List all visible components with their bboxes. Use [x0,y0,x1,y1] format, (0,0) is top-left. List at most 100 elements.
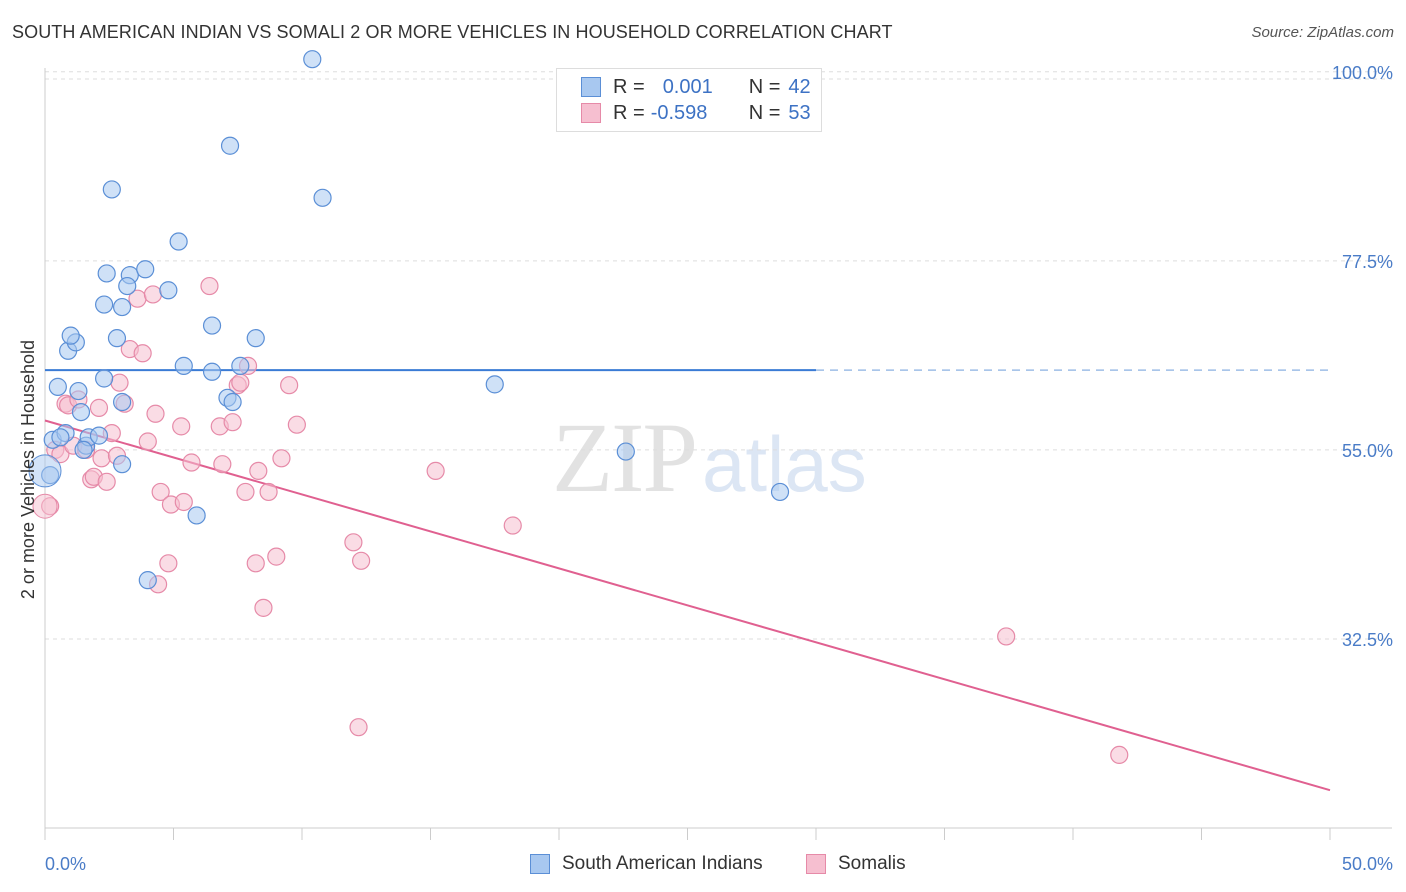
point-somali [213,455,232,474]
bottom-legend-somalis[interactable]: Somalis [806,852,906,876]
point-somali [151,482,170,502]
point-somali [352,551,371,570]
point-south-american-indian [174,356,193,375]
y-tick-label: 100.0% [1332,63,1393,83]
point-somali-large [32,493,58,519]
point-somali [280,376,299,395]
point-south-american-indian [95,295,114,314]
point-somali [172,417,191,436]
point-south-american-indian [136,260,155,279]
point-somali [1110,745,1129,765]
point-south-american-indian [138,571,157,590]
point-somali [349,718,368,737]
point-south-american-indian [485,375,504,394]
legend-r-value: -0.598 [650,101,708,124]
point-somali [133,344,152,363]
point-south-american-indian [202,362,222,381]
point-somali [231,373,250,392]
trend-layer [44,369,1331,792]
point-somali [503,516,522,535]
point-south-american-indian [112,455,132,474]
legend-swatch-blue [581,77,601,97]
point-somali [97,472,116,491]
point-south-american-indian [231,356,250,375]
x-tick-label: 50.0% [1342,854,1393,874]
point-south-american-indian [95,369,114,388]
point-somali [146,404,165,423]
point-south-american-indian [616,442,635,461]
legend-swatch-pink [581,103,601,123]
legend-row-south-american-indians: R = 0.001 N = 42 [581,75,811,99]
point-south-american-indian [51,428,70,447]
point-south-american-indian [71,402,91,422]
point-south-american-indian [118,276,137,296]
points-layer [28,50,1129,765]
point-somali [143,285,163,304]
point-somali [272,449,291,468]
legend-n-value: 53 [788,101,811,124]
legend-n-value: 42 [788,75,811,98]
point-somali [246,554,265,573]
point-south-american-indian [48,377,67,396]
bottom-legend-swatch-pink [806,854,826,874]
point-somali [200,276,219,296]
trend-line-somalis [44,419,1331,792]
point-south-american-indian [69,381,88,401]
point-somali [182,453,201,472]
point-somali [254,598,273,617]
point-somali [92,449,111,468]
chart-title: SOUTH AMERICAN INDIAN VS SOMALI 2 OR MOR… [12,22,893,42]
point-somali [249,461,268,481]
correlation-legend: R = 0.001 N = 42 R = -0.598 N = 53 [556,68,822,132]
bottom-legend-label: Somalis [838,853,906,874]
point-south-american-indian [107,329,127,348]
point-somali [110,373,129,392]
legend-n-label: N = [748,101,781,124]
point-somali [344,533,363,552]
point-south-american-indian [102,180,121,199]
y-tick-label: 32.5% [1342,630,1393,650]
point-somali [236,482,255,502]
legend-row-somalis: R = -0.598 N = 53 [581,101,811,125]
source-label: Source: ZipAtlas.com [1251,24,1394,41]
bottom-legend-swatch-blue [530,854,550,874]
point-south-american-indian [303,50,322,69]
point-somali [997,627,1016,646]
axis-layer [44,68,1392,840]
legend-r-label: R = [613,101,645,124]
point-south-american-indian [169,232,188,251]
point-somali [138,432,157,451]
point-south-american-indian [770,482,790,502]
point-south-american-indian [187,506,206,525]
legend-r-label: R = [613,75,645,98]
label-layer: 32.5% 55.0% 77.5% 100.0% 0.0% 50.0% 2 or more … [18,63,1393,874]
point-somali [426,461,445,481]
point-south-american-indian [246,329,265,348]
grid-layer [45,71,1392,640]
bottom-legend-label: South American Indians [562,853,763,874]
point-south-american-indian [223,392,242,412]
legend-r-value: 0.001 [662,75,713,98]
point-south-american-indian [220,136,240,155]
y-tick-label: 77.5% [1342,252,1393,272]
point-south-american-indian [61,326,80,345]
point-south-american-indian [159,281,178,300]
x-tick-label: 0.0% [45,854,86,874]
point-south-american-indian [202,316,222,335]
point-south-american-indian [97,264,116,283]
point-somali [259,482,278,502]
legend-n-label: N = [748,75,781,98]
point-somali [174,492,193,512]
point-south-american-indian [313,188,332,207]
y-axis-title: 2 or more Vehicles in Household [18,340,38,599]
point-somali [287,415,306,434]
y-tick-label: 55.0% [1342,441,1393,461]
point-somali [267,547,286,566]
point-somali [159,554,178,573]
bottom-legend-south-american-indians[interactable]: South American Indians [530,852,763,876]
point-south-american-indian [89,426,109,445]
point-somali [89,398,109,417]
point-south-american-indian [74,440,93,460]
point-south-american-indian [112,297,132,317]
